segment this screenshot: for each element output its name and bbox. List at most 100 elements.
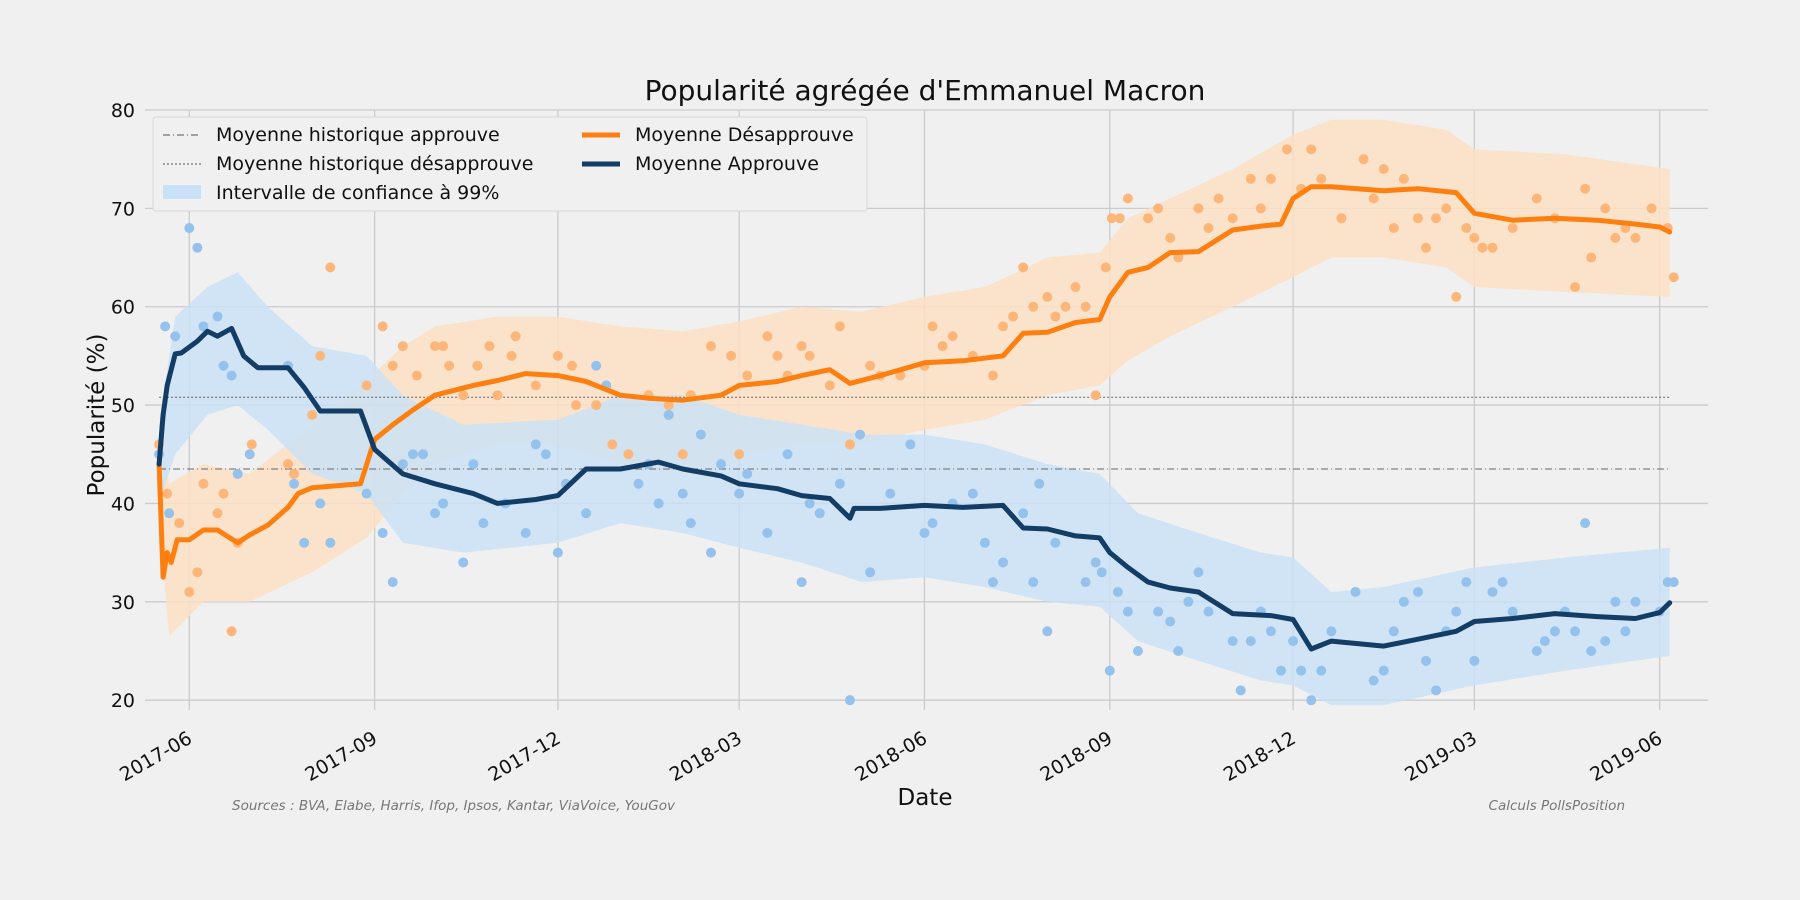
legend-swatch-ci [163,185,201,199]
poll-point-disapprove [1421,242,1432,253]
poll-point-approve [1153,606,1164,617]
poll-point-approve [289,478,300,489]
poll-point-disapprove [1213,193,1224,204]
poll-point-approve [1122,606,1133,617]
poll-point-approve [1368,675,1379,686]
poll-point-approve [164,508,175,519]
poll-point-approve [438,498,449,509]
poll-point-disapprove [1477,242,1488,253]
poll-point-disapprove [762,331,773,342]
poll-point-approve [1288,636,1299,647]
poll-point-disapprove [1008,311,1019,322]
legend-label-hist-approve: Moyenne historique approuve [216,124,500,146]
poll-point-disapprove [927,321,938,332]
poll-point-approve [1173,645,1184,656]
poll-point-approve [1487,586,1498,597]
poll-point-disapprove [1378,164,1389,175]
ci-band-approve [159,272,1670,706]
y-axis-title: Popularité (%) [84,334,110,497]
poll-point-approve [663,409,674,420]
poll-point-approve [653,498,664,509]
poll-point-approve [1507,606,1518,617]
poll-point-disapprove [1388,223,1399,234]
poll-point-approve [1431,685,1442,696]
poll-point-disapprove [947,331,958,342]
poll-point-approve [1610,596,1621,607]
poll-point-disapprove [184,586,195,597]
poll-point-disapprove [1143,213,1154,224]
poll-point-approve [530,439,541,450]
poll-point-approve [1296,665,1307,676]
poll-point-approve [244,449,255,460]
poll-point-approve [705,547,716,558]
poll-point-disapprove [246,439,257,450]
poll-point-disapprove [472,360,483,371]
poll-point-disapprove [1570,282,1581,293]
poll-point-approve [967,488,978,499]
poll-point-disapprove [438,341,449,352]
poll-point-approve [716,459,727,470]
poll-point-approve [1421,655,1432,666]
poll-point-disapprove [623,449,634,460]
poll-point-disapprove [607,439,618,450]
poll-point-disapprove [1153,203,1164,214]
poll-point-disapprove [1245,173,1256,184]
poll-point-approve [734,488,745,499]
y-tick-label: 80 [111,100,135,122]
poll-point-approve [1306,695,1317,706]
poll-point-approve [844,695,855,706]
poll-point-disapprove [552,350,563,361]
poll-point-disapprove [1398,173,1409,184]
poll-point-disapprove [1018,262,1029,273]
poll-point-disapprove [1610,232,1621,243]
poll-point-disapprove [361,380,372,391]
poll-point-approve [1275,665,1286,676]
poll-point-disapprove [1469,232,1480,243]
poll-point-approve [865,567,876,578]
poll-point-disapprove [844,439,855,450]
poll-point-approve [1388,626,1399,637]
poll-point-disapprove [998,321,1009,332]
poll-point-approve [397,459,408,470]
poll-point-approve [1042,626,1053,637]
legend-label-hist-disapprove: Moyenne historique désapprouve [216,153,533,175]
poll-point-approve [1350,586,1361,597]
poll-point-approve [387,577,398,588]
poll-point-approve [1549,626,1560,637]
poll-point-approve [1183,596,1194,607]
poll-point-disapprove [162,488,173,499]
poll-point-approve [184,223,195,234]
poll-point-approve [581,508,592,519]
poll-point-approve [1203,606,1214,617]
poll-point-approve [927,518,938,529]
poll-point-disapprove [174,518,185,529]
poll-point-disapprove [567,360,578,371]
poll-point-approve [1090,557,1101,568]
poll-point-disapprove [307,409,318,420]
ci-band-disapprove [159,119,1670,637]
poll-point-disapprove [1306,144,1317,155]
poll-point-approve [1580,518,1591,529]
poll-point-approve [1080,577,1091,588]
poll-point-approve [1028,577,1039,588]
poll-point-disapprove [1646,203,1657,214]
legend-box [152,116,868,212]
series-line-approve [156,325,1673,652]
poll-point-disapprove [192,567,203,578]
poll-point-disapprove [1265,173,1276,184]
y-tick-label: 30 [111,592,135,614]
poll-point-approve [1132,645,1143,656]
poll-point-disapprove [772,350,783,361]
poll-point-disapprove [663,400,674,411]
poll-point-approve [361,488,372,499]
poll-point-approve [218,360,229,371]
poll-point-approve [430,508,441,519]
poll-point-disapprove [1600,203,1611,214]
poll-point-approve [325,537,336,548]
poll-point-approve [919,527,930,538]
poll-point-disapprove [705,341,716,352]
poll-point-approve [1193,567,1204,578]
poll-point-disapprove [1193,203,1204,214]
poll-point-approve [1034,478,1045,489]
poll-point-disapprove [1580,183,1591,194]
